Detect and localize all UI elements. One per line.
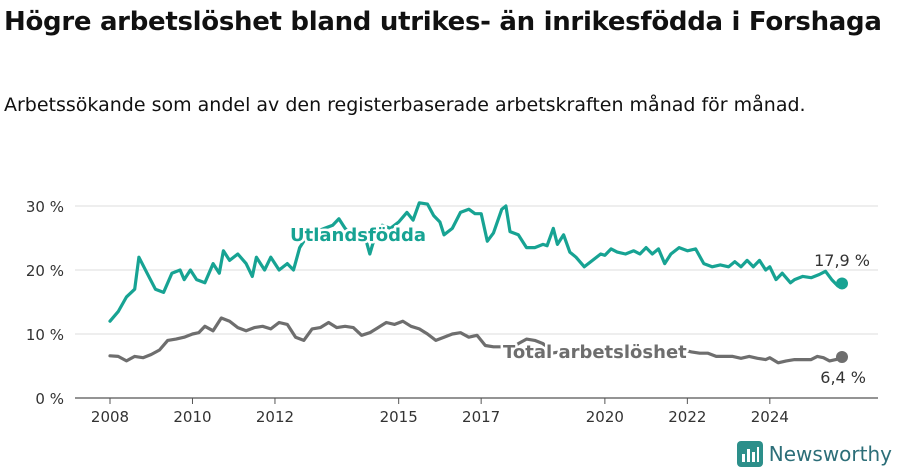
series-end-value-label: 6,4 %	[820, 368, 866, 387]
x-tick-label: 2010	[173, 408, 211, 426]
x-tick-label: 2022	[668, 408, 706, 426]
series-labels: Utlandsfödda Total arbetslöshet 17,9 % 6,4 …	[288, 223, 873, 390]
x-tick-label: 2012	[256, 408, 294, 426]
chart-subtitle: Arbetssökande som andel av den registerb…	[4, 94, 806, 116]
brand-name: Newsworthy	[768, 442, 892, 466]
series-lines	[108, 201, 848, 365]
y-tick-label: 10 %	[26, 326, 64, 344]
series-end-value-label: 17,9 %	[814, 251, 870, 270]
series-line-0	[108, 201, 844, 323]
y-tick-label: 20 %	[26, 262, 64, 280]
x-tick-label: 2024	[751, 408, 789, 426]
series-name-label: Utlandsfödda	[290, 225, 426, 246]
series-line-1	[108, 316, 844, 365]
newsworthy-logo-icon	[736, 441, 763, 467]
series-end-marker-0	[836, 277, 848, 290]
y-tick-label: 0 %	[35, 390, 64, 408]
x-axis-ticks: 2008 2010 2012 2015 2017 2020 2022 2024	[91, 398, 789, 426]
series-end-marker-1	[836, 351, 848, 364]
x-tick-label: 2017	[462, 408, 500, 426]
gridlines	[75, 205, 878, 335]
brand-logo: Newsworthy	[736, 441, 892, 467]
x-tick-label: 2008	[91, 408, 129, 426]
x-tick-label: 2015	[380, 408, 418, 426]
series-name-label: Total arbetslöshet	[503, 342, 687, 363]
y-axis-ticks: 0 % 10 % 20 % 30 %	[26, 198, 64, 408]
x-tick-label: 2020	[586, 408, 624, 426]
y-tick-label: 30 %	[26, 198, 64, 216]
chart-title: Högre arbetslöshet bland utrikes- än inr…	[4, 7, 882, 37]
